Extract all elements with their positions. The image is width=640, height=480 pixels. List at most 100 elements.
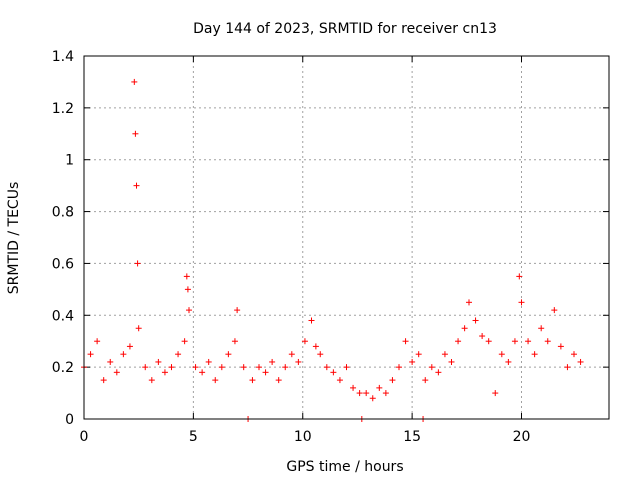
data-point (183, 273, 190, 280)
data-point (505, 358, 512, 365)
y-axis-label: SRMTID / TECUs (6, 182, 22, 295)
data-point (155, 358, 162, 365)
y-tick-label: 1.2 (52, 101, 74, 117)
data-point (330, 369, 337, 376)
data-point (181, 338, 188, 345)
data-point (485, 338, 492, 345)
x-tick-label: 0 (80, 429, 89, 445)
y-tick-labels: 0 0.2 0.4 0.6 0.8 1 1.2 1.4 (52, 49, 74, 428)
data-point (135, 325, 142, 332)
data-point (301, 338, 308, 345)
grid (84, 56, 609, 419)
data-point (516, 273, 523, 280)
y-tick-label: 1 (65, 153, 74, 169)
data-point (134, 260, 141, 267)
data-point (317, 351, 324, 358)
data-point (479, 333, 486, 340)
data-point (461, 325, 468, 332)
data-point (231, 338, 238, 345)
data-point (525, 338, 532, 345)
data-point (132, 130, 139, 137)
data-point (186, 307, 192, 314)
data-point (466, 299, 472, 306)
data-point (107, 358, 114, 365)
x-tick-label: 10 (294, 429, 312, 445)
data-point (184, 286, 191, 293)
data-point (343, 364, 350, 371)
data-point (218, 364, 225, 371)
chart-title: Day 144 of 2023, SRMTID for receiver cn1… (193, 21, 497, 37)
data-point (448, 358, 455, 365)
data-point (288, 351, 295, 358)
y-tick-label: 0 (65, 412, 74, 428)
x-axis-label: GPS time / hours (286, 459, 403, 475)
data-point (511, 338, 518, 345)
data-point (142, 364, 149, 371)
x-tick-label: 5 (189, 429, 198, 445)
x-tick-label: 20 (513, 429, 531, 445)
data-point (356, 390, 363, 397)
data-point (120, 351, 127, 358)
data-points (81, 78, 584, 422)
data-point (492, 390, 499, 397)
data-point (323, 364, 330, 371)
data-point (350, 384, 357, 391)
data-point (376, 384, 383, 391)
data-point (538, 325, 545, 332)
data-point (94, 338, 101, 345)
data-point (571, 351, 577, 358)
data-point (308, 317, 315, 324)
data-point (234, 307, 241, 314)
data-point (577, 358, 584, 365)
data-point (336, 377, 343, 384)
y-tick-label: 1.4 (52, 49, 74, 65)
data-point (498, 351, 505, 358)
data-point (205, 358, 212, 365)
data-point (175, 351, 182, 358)
y-tick-label: 0.4 (52, 308, 74, 324)
data-point (472, 317, 479, 324)
x-tick-labels: 0 5 10 15 20 (80, 429, 531, 445)
y-tick-label: 0.8 (52, 205, 74, 221)
data-point (441, 351, 448, 358)
data-point (133, 182, 140, 189)
data-point (402, 338, 409, 345)
data-point (100, 377, 107, 384)
data-point (256, 364, 262, 371)
data-point (428, 364, 435, 371)
data-point (225, 351, 232, 358)
data-point (212, 377, 219, 384)
data-point (363, 390, 370, 397)
data-point (199, 369, 206, 376)
data-point (382, 390, 389, 397)
data-point (262, 369, 269, 376)
data-point (544, 338, 551, 345)
data-point (518, 299, 525, 306)
data-point (269, 358, 276, 365)
data-point (168, 364, 175, 371)
data-point (422, 377, 429, 384)
data-point (275, 377, 282, 384)
data-point (312, 343, 319, 350)
y-tick-label: 0.6 (52, 256, 74, 272)
plot-frame (83, 55, 610, 420)
data-point (161, 369, 168, 376)
data-point (240, 364, 247, 371)
data-point (131, 78, 138, 85)
data-point (113, 369, 120, 376)
data-point (295, 358, 302, 365)
data-point (249, 377, 256, 384)
data-point (192, 364, 199, 371)
data-point (396, 364, 402, 371)
data-point (557, 343, 564, 350)
data-point (409, 358, 416, 365)
y-tick-label: 0.2 (52, 360, 74, 376)
data-point (564, 364, 571, 371)
data-point (389, 377, 396, 384)
data-point (551, 307, 558, 314)
data-point (455, 338, 462, 345)
data-point (415, 351, 422, 358)
data-point (87, 351, 94, 358)
data-point (435, 369, 442, 376)
